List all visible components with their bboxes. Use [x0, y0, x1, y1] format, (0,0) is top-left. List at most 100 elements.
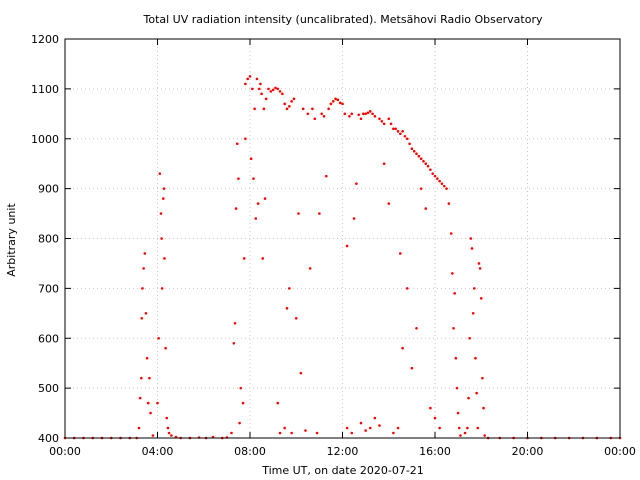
data-point: [141, 287, 144, 290]
y-tick-label: 1000: [31, 133, 59, 146]
x-tick-label: 00:00: [604, 445, 636, 458]
data-point: [478, 267, 482, 270]
data-point: [457, 426, 461, 430]
data-point: [160, 237, 163, 240]
data-point: [325, 174, 328, 178]
y-tick-label: 900: [38, 183, 59, 196]
data-point: [419, 187, 423, 190]
data-point: [454, 356, 458, 360]
data-point: [469, 237, 473, 240]
data-point: [399, 132, 402, 136]
data-point: [269, 90, 273, 93]
data-point: [474, 356, 477, 360]
data-point: [352, 217, 356, 220]
data-point: [456, 411, 460, 415]
data-point: [422, 159, 425, 163]
data-point: [281, 92, 284, 96]
data-point: [336, 98, 340, 102]
data-point: [479, 297, 483, 300]
data-point: [412, 149, 416, 153]
data-point: [255, 77, 259, 81]
data-point: [438, 426, 441, 430]
data-point: [387, 202, 391, 205]
data-point: [405, 287, 409, 290]
data-point: [251, 87, 254, 91]
data-point: [320, 112, 323, 116]
data-point: [263, 197, 267, 200]
x-tick-label: 20:00: [512, 445, 544, 458]
data-point: [170, 434, 173, 437]
data-points: [63, 75, 622, 440]
data-point: [138, 396, 142, 400]
data-point: [459, 434, 462, 437]
data-point: [261, 257, 265, 260]
chart-title: Total UV radiation intensity (uncalibrat…: [143, 13, 543, 26]
data-point: [350, 112, 354, 116]
data-point: [259, 82, 262, 86]
y-tick-label: 500: [38, 382, 59, 395]
x-axis-label: Time UT, on date 2020-07-21: [261, 464, 424, 477]
data-point: [453, 292, 456, 295]
data-point: [156, 401, 159, 405]
data-point: [442, 184, 446, 188]
data-point: [290, 431, 293, 435]
data-point: [380, 119, 384, 123]
data-point: [327, 107, 330, 111]
data-point: [308, 267, 312, 270]
data-point: [401, 346, 404, 350]
data-point: [387, 117, 391, 121]
data-point: [158, 172, 162, 175]
data-point: [419, 157, 423, 160]
data-point: [449, 232, 453, 235]
data-point: [431, 172, 434, 175]
data-point: [455, 386, 459, 390]
axes: [64, 38, 621, 439]
data-point: [230, 431, 233, 435]
data-point: [482, 406, 485, 410]
data-point: [145, 356, 149, 360]
data-point: [373, 115, 377, 118]
data-point: [368, 110, 372, 113]
data-point: [166, 426, 170, 430]
data-point: [408, 142, 411, 146]
y-axis-label: Arbitrary unit: [5, 203, 18, 277]
data-point: [378, 424, 381, 427]
data-point: [140, 317, 144, 320]
data-point: [399, 252, 402, 255]
data-point: [368, 426, 372, 430]
data-point: [252, 177, 255, 180]
x-tick-label: 16:00: [419, 445, 451, 458]
data-point: [468, 336, 471, 340]
data-point: [343, 112, 347, 116]
data-point: [433, 174, 437, 178]
data-point: [292, 97, 296, 101]
data-point: [253, 107, 256, 111]
data-point: [424, 162, 428, 165]
data-point: [249, 157, 253, 160]
y-tick-label: 600: [38, 332, 59, 345]
data-point: [410, 366, 414, 370]
data-point: [318, 212, 321, 215]
data-point: [401, 129, 404, 133]
data-point: [382, 162, 386, 165]
data-point: [440, 182, 444, 185]
data-point: [285, 307, 289, 310]
data-point: [267, 87, 270, 91]
data-point: [144, 312, 148, 315]
data-point: [241, 401, 245, 405]
data-point: [396, 129, 400, 133]
data-point: [345, 426, 349, 430]
data-point: [254, 217, 258, 220]
data-point: [160, 287, 164, 290]
data-point: [235, 142, 239, 146]
data-point: [355, 182, 358, 185]
data-point: [237, 177, 240, 180]
data-point: [366, 111, 370, 115]
text-labels: Total UV radiation intensity (uncalibrat…: [5, 13, 636, 477]
data-point: [473, 287, 476, 290]
data-point: [433, 416, 437, 420]
data-point: [359, 421, 363, 425]
data-point: [463, 431, 467, 435]
